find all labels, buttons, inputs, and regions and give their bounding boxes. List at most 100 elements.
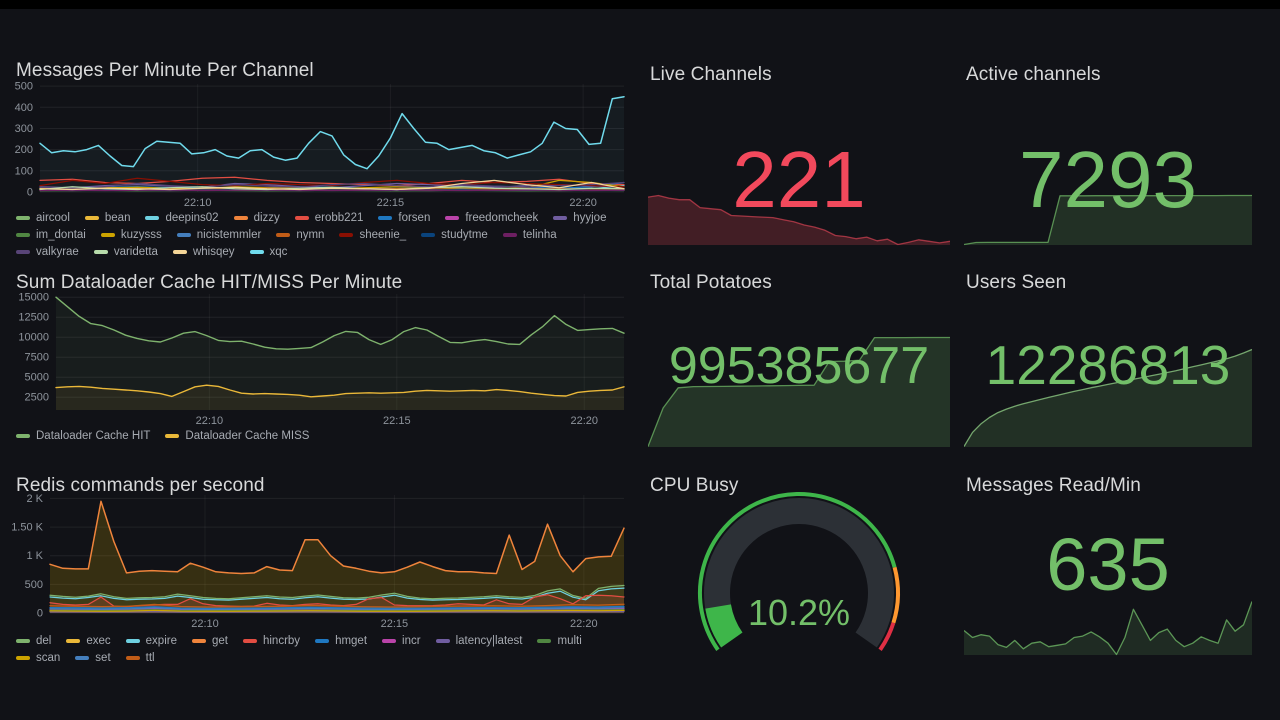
legend-item-exec[interactable]: exec (66, 635, 111, 647)
dataloader-cache-legend: Dataloader Cache HIT Dataloader Cache MIS… (16, 430, 626, 442)
legend-item-dizzy[interactable]: dizzy (233, 212, 280, 224)
legend-label: varidetta (113, 246, 158, 258)
panel-title-live-channels[interactable]: Live Channels (650, 63, 772, 85)
svg-text:22:15: 22:15 (381, 618, 409, 630)
legend-label: exec (86, 635, 111, 647)
legend-item-erobb221[interactable]: erobb221 (294, 212, 363, 224)
panel-total-potatoes: Total Potatoes 995385677 (648, 252, 950, 450)
svg-text:2500: 2500 (25, 392, 49, 404)
legend-swatch-icon (378, 216, 393, 220)
panel-title-messages-per-minute[interactable]: Messages Per Minute Per Channel (16, 59, 314, 81)
legend-label: expire (145, 635, 177, 647)
svg-text:22:15: 22:15 (377, 197, 405, 209)
legend-label: bean (104, 212, 131, 224)
legend-label: forsen (398, 212, 431, 224)
legend-item-multi[interactable]: multi (537, 635, 582, 647)
legend-label: nicistemmler (196, 229, 262, 241)
total-potatoes-value: 995385677 (668, 337, 930, 395)
panel-users-seen: Users Seen 12286813 (964, 252, 1252, 450)
panel-title-cpu-busy[interactable]: CPU Busy (650, 474, 739, 496)
legend-label: latency|latest (455, 635, 523, 647)
legend-item-del[interactable]: del (16, 635, 51, 647)
legend-swatch-icon (276, 233, 291, 237)
legend-swatch-icon (16, 250, 30, 254)
legend-item-varidetta[interactable]: varidetta (93, 246, 158, 258)
legend-item-dataloader-cache-miss[interactable]: Dataloader Cache MISS (165, 430, 309, 442)
legend-item-dataloader-cache-hit[interactable]: Dataloader Cache HIT (16, 430, 150, 442)
legend-item-studytme[interactable]: studytme (421, 229, 488, 241)
legend-item-im-dontai[interactable]: im_dontai (16, 229, 86, 241)
svg-text:22:20: 22:20 (570, 618, 598, 630)
legend-item-latency-latest[interactable]: latency|latest (435, 635, 523, 647)
svg-text:10000: 10000 (18, 332, 49, 344)
legend-item-incr[interactable]: incr (382, 635, 421, 647)
legend-swatch-icon (66, 639, 81, 643)
legend-item-aircool[interactable]: aircool (16, 212, 70, 224)
legend-item-kuzysss[interactable]: kuzysss (100, 229, 162, 241)
legend-item-whisqey[interactable]: whisqey (172, 246, 235, 258)
dataloader-cache-chart[interactable]: 22:10 22:15 22:20 2500 5000 7500 10000 12500 150… (10, 288, 632, 428)
legend-label: kuzysss (120, 229, 162, 241)
legend-item-deepins02[interactable]: deepins02 (145, 212, 219, 224)
legend-swatch-icon (93, 250, 108, 254)
legend-item-bean[interactable]: bean (84, 212, 131, 224)
legend-item-ttl[interactable]: ttl (125, 652, 155, 664)
panel-dataloader-cache: Sum Dataloader Cache HIT/MISS Per Minute… (8, 252, 640, 455)
legend-label: get (211, 635, 228, 647)
panel-title-messages-read[interactable]: Messages Read/Min (966, 474, 1141, 496)
legend-label: telinha (522, 229, 557, 241)
legend-item-valkyrae[interactable]: valkyrae (16, 246, 79, 258)
legend-item-hyyjoe[interactable]: hyyjoe (553, 212, 606, 224)
legend-item-nymn[interactable]: nymn (276, 229, 324, 241)
legend-item-hincrby[interactable]: hincrby (242, 635, 300, 647)
svg-text:500: 500 (15, 81, 33, 93)
legend-swatch-icon (242, 639, 257, 643)
legend-label: aircool (36, 212, 70, 224)
legend-item-nicistemmler[interactable]: nicistemmler (176, 229, 262, 241)
legend-label: multi (557, 635, 582, 647)
panel-title-total-potatoes[interactable]: Total Potatoes (650, 271, 772, 293)
legend-swatch-icon (249, 250, 264, 254)
messages-per-minute-chart[interactable]: 22:10 22:15 22:20 0 100 200 300 400 500 (10, 78, 632, 210)
svg-text:1 K: 1 K (26, 550, 43, 562)
legend-item-xqc[interactable]: xqc (249, 246, 287, 258)
messages-per-minute-legend: aircool bean deepins02 dizzy erobb221 forsen f… (16, 212, 626, 258)
svg-text:500: 500 (25, 579, 43, 591)
legend-item-freedomcheek[interactable]: freedomcheek (445, 212, 538, 224)
legend-swatch-icon (125, 639, 140, 643)
legend-swatch-icon (145, 216, 160, 220)
legend-swatch-icon (100, 233, 115, 237)
legend-item-telinha[interactable]: telinha (502, 229, 557, 241)
legend-label: valkyrae (36, 246, 79, 258)
legend-item-scan[interactable]: scan (16, 652, 60, 664)
panel-redis-commands: Redis commands per second 22:10 22:15 22:2… (8, 455, 640, 664)
legend-swatch-icon (16, 656, 30, 660)
legend-swatch-icon (16, 434, 30, 438)
panel-cpu-busy: CPU Busy 10.2% (648, 455, 950, 660)
legend-swatch-icon (125, 656, 140, 660)
legend-swatch-icon (191, 639, 206, 643)
svg-text:22:10: 22:10 (191, 618, 219, 630)
panel-messages-read: Messages Read/Min 635 (964, 455, 1252, 660)
panel-messages-per-minute: Messages Per Minute Per Channel 22:10 22:… (8, 40, 640, 258)
panel-title-active-channels[interactable]: Active channels (966, 63, 1101, 85)
legend-label: ttl (145, 652, 155, 664)
panel-title-users-seen[interactable]: Users Seen (966, 271, 1067, 293)
legend-item-forsen[interactable]: forsen (378, 212, 430, 224)
legend-item-sheenie-[interactable]: sheenie_ (339, 229, 406, 241)
panel-title-redis-commands[interactable]: Redis commands per second (16, 474, 265, 496)
panel-title-dataloader-cache[interactable]: Sum Dataloader Cache HIT/MISS Per Minute (16, 271, 403, 293)
legend-item-set[interactable]: set (75, 652, 111, 664)
panel-live-channels: Live Channels 221 (648, 40, 950, 246)
legend-swatch-icon (502, 233, 517, 237)
redis-commands-chart[interactable]: 22:10 22:15 22:20 0 500 1 K 1.50 K 2 K (10, 489, 632, 631)
legend-item-expire[interactable]: expire (125, 635, 177, 647)
messages-read-value: 635 (1046, 523, 1170, 606)
users-seen-value: 12286813 (985, 334, 1231, 396)
panel-active-channels: Active channels 7293 (964, 40, 1252, 246)
legend-item-hmget[interactable]: hmget (315, 635, 367, 647)
svg-text:2 K: 2 K (26, 493, 43, 505)
svg-text:100: 100 (15, 165, 33, 177)
legend-label: whisqey (192, 246, 235, 258)
legend-item-get[interactable]: get (191, 635, 228, 647)
